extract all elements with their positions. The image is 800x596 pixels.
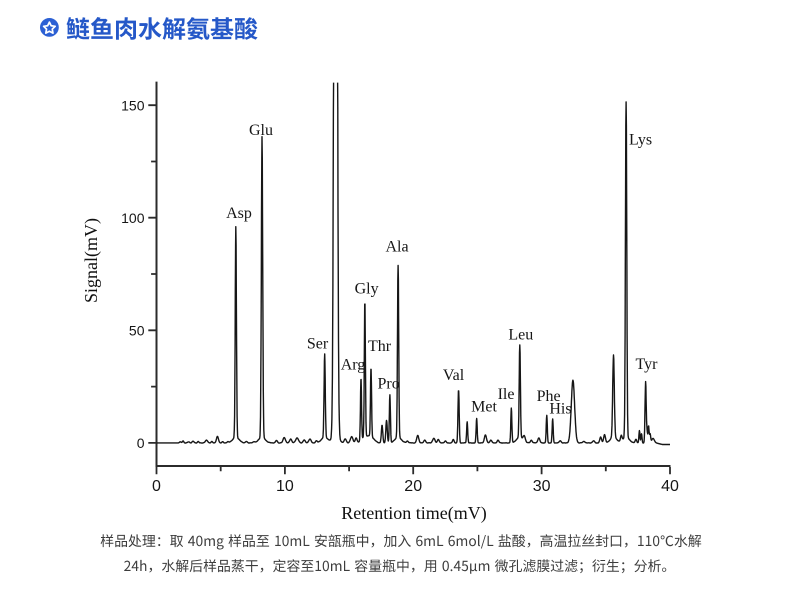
svg-text:His: His: [549, 401, 571, 418]
svg-text:Tyr: Tyr: [636, 356, 659, 373]
svg-text:Pro: Pro: [377, 376, 399, 393]
svg-text:Asp: Asp: [226, 205, 252, 222]
svg-text:150: 150: [121, 97, 145, 113]
svg-text:Retention time(mV): Retention time(mV): [341, 503, 486, 524]
svg-text:0: 0: [152, 478, 161, 495]
svg-text:20: 20: [404, 478, 422, 495]
svg-text:30: 30: [533, 478, 551, 495]
svg-text:100: 100: [121, 210, 145, 226]
svg-text:Gly: Gly: [355, 281, 379, 298]
svg-text:Glu: Glu: [249, 122, 273, 139]
svg-text:Lys: Lys: [629, 132, 652, 149]
svg-text:Val: Val: [443, 367, 465, 384]
svg-text:Ser: Ser: [307, 336, 329, 353]
svg-text:Phe: Phe: [537, 388, 561, 405]
svg-text:Ile: Ile: [498, 386, 515, 403]
svg-text:Thr: Thr: [368, 338, 392, 355]
svg-text:0: 0: [137, 435, 145, 451]
svg-text:Arg: Arg: [341, 357, 366, 374]
svg-text:10: 10: [276, 478, 294, 495]
svg-text:Leu: Leu: [508, 327, 533, 344]
svg-text:Signal(mV): Signal(mV): [81, 218, 102, 303]
svg-text:Met: Met: [471, 399, 497, 416]
svg-text:Ala: Ala: [385, 239, 408, 256]
svg-text:40: 40: [661, 478, 679, 495]
svg-text:50: 50: [129, 322, 145, 338]
